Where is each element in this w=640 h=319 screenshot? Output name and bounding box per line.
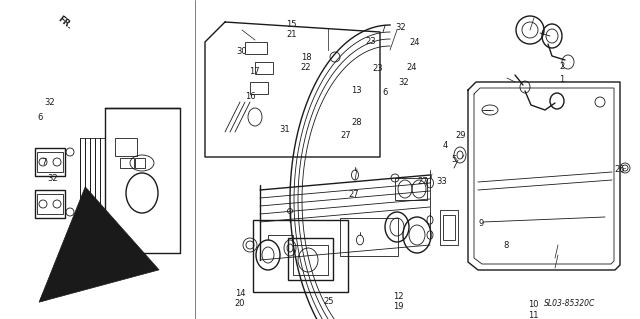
Text: 32: 32 — [47, 174, 58, 182]
Text: 9: 9 — [479, 219, 484, 228]
Text: 27: 27 — [348, 190, 358, 199]
Text: 2: 2 — [559, 62, 564, 71]
Text: 6: 6 — [37, 113, 42, 122]
Bar — [250, 82, 268, 94]
Text: 15
21: 15 21 — [286, 20, 296, 39]
Bar — [120, 158, 134, 168]
Text: 33: 33 — [436, 177, 447, 186]
Bar — [115, 138, 137, 156]
Text: 23: 23 — [372, 64, 383, 73]
Bar — [340, 218, 398, 256]
Text: 30: 30 — [237, 47, 247, 56]
Text: 31: 31 — [280, 125, 290, 134]
Text: 7: 7 — [41, 158, 46, 167]
Bar — [35, 148, 65, 176]
Text: FR.: FR. — [56, 15, 74, 31]
Text: 17: 17 — [250, 67, 260, 76]
Text: 27: 27 — [417, 177, 428, 186]
Bar — [443, 215, 455, 240]
Bar — [35, 190, 65, 218]
Bar — [288, 238, 333, 280]
Text: 18
22: 18 22 — [301, 53, 311, 72]
Bar — [245, 42, 267, 54]
Text: 23: 23 — [366, 37, 376, 46]
Bar — [135, 158, 145, 168]
Text: 6: 6 — [383, 88, 388, 97]
Bar — [37, 152, 63, 172]
Text: 1: 1 — [559, 75, 564, 84]
Text: 14
20: 14 20 — [235, 289, 245, 308]
Text: 32: 32 — [398, 78, 408, 87]
Bar — [395, 178, 427, 200]
Text: 16: 16 — [246, 92, 256, 101]
Text: SL03-85320C: SL03-85320C — [543, 299, 595, 308]
Text: 5: 5 — [452, 155, 457, 164]
Text: 28: 28 — [351, 118, 362, 127]
Text: 26: 26 — [614, 165, 625, 174]
Text: 24: 24 — [410, 38, 420, 47]
Bar — [440, 210, 458, 245]
Text: 10
11: 10 11 — [528, 300, 538, 319]
Text: 8: 8 — [503, 241, 508, 250]
Text: 7: 7 — [380, 25, 385, 34]
Bar — [253, 220, 348, 292]
Text: 29: 29 — [456, 131, 466, 140]
Text: 24: 24 — [406, 63, 417, 72]
Text: 13: 13 — [351, 86, 362, 95]
Bar — [255, 62, 273, 74]
Text: 27: 27 — [340, 131, 351, 140]
Bar — [37, 194, 63, 214]
Text: 4: 4 — [442, 141, 447, 150]
Text: 12
19: 12 19 — [393, 292, 403, 311]
Text: 32: 32 — [396, 23, 406, 32]
Text: 32: 32 — [45, 98, 55, 107]
Text: 25: 25 — [323, 297, 333, 306]
